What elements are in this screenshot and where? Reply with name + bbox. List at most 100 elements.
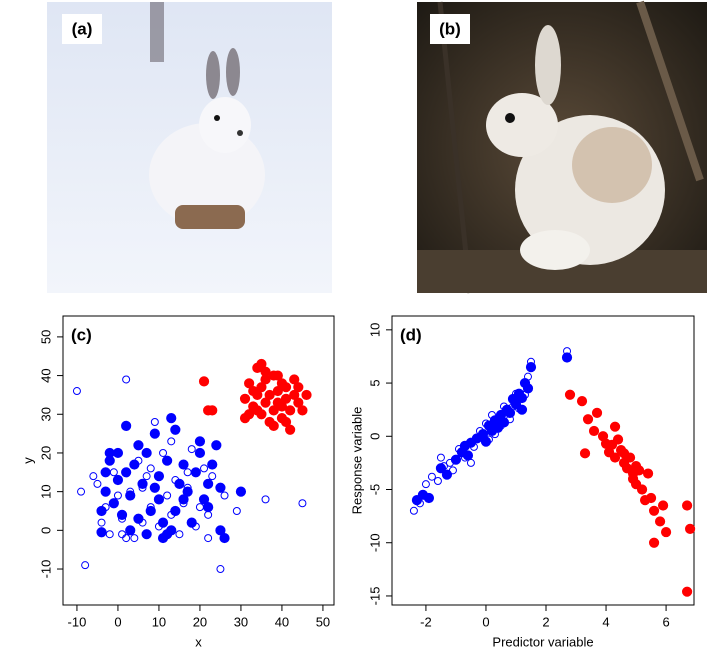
point [490,430,499,439]
x-axis-label: x [195,634,202,647]
point [244,409,255,420]
point [466,458,475,467]
point [163,491,172,500]
point [289,389,300,401]
point [591,407,603,418]
point [657,500,669,511]
point [421,480,430,489]
point [475,426,484,435]
point [459,440,471,451]
point [179,499,188,508]
point [203,478,214,490]
x-tick-label: 2 [542,614,549,629]
point [200,464,209,473]
point [171,476,180,485]
chart: -10 0 10 20 30 40 50 -10 0 10 20 30 40 50 x y (c) [20,315,335,647]
chart: -2 0 2 4 6 -15 -10 -5 0 5 10 Predictor variable Resp… [349,315,696,647]
panel-label: (b) [439,19,461,38]
point [195,503,204,512]
point [244,378,255,389]
point [285,424,296,435]
plot-frame [391,315,695,606]
point [130,534,139,543]
point [681,500,693,511]
point [508,402,517,411]
y-tick-label: -15 [367,587,382,606]
point [564,389,576,400]
point [563,347,572,356]
point [166,525,177,536]
point [280,382,292,393]
point [252,389,263,401]
point [183,483,192,492]
point [122,534,131,543]
point [146,503,155,512]
y-tick-label: 10 [367,323,382,337]
point [427,472,436,481]
point [121,467,132,478]
point [204,534,213,543]
point [208,472,217,481]
point [642,468,654,479]
point [175,530,184,539]
x-tick-label: 6 [662,614,669,629]
point [211,440,222,451]
point [215,482,226,493]
point [268,405,279,416]
point [105,530,114,539]
point [141,529,152,540]
photo-a: (a) [47,2,332,293]
point [77,487,86,496]
point [272,370,283,381]
x-tick-label: 4 [602,614,609,629]
x-tick-label: 40 [275,614,289,629]
point [633,465,645,476]
point [109,468,118,477]
point [101,503,110,512]
point [484,435,493,444]
point [681,586,693,597]
point [159,448,168,457]
point [183,468,192,477]
x-tick-label: 50 [316,614,330,629]
point [72,387,81,396]
x-tick-label: 30 [234,614,248,629]
panel-label: (d) [400,325,422,344]
plot-frame [62,315,335,606]
point [194,447,206,459]
y-tick-label: 40 [38,368,53,382]
point [252,405,263,416]
point [167,510,176,519]
point [260,397,271,408]
y-tick-label: -5 [367,484,382,496]
point [93,479,102,488]
point [627,473,639,484]
x-tick-label: -2 [420,614,432,629]
point [256,358,267,370]
point [448,466,457,475]
x-tick-label: -10 [68,614,87,629]
point [239,393,251,404]
x-tick-label: 0 [482,614,489,629]
point [108,498,119,509]
point [166,413,177,424]
point [112,447,124,459]
y-tick-label: 50 [38,330,53,344]
point [645,492,657,504]
point [154,522,163,531]
x-tick-label: 10 [152,614,166,629]
point [118,530,127,539]
x-tick-label: 20 [193,614,207,629]
y-tick-label: 20 [38,446,53,460]
point [232,506,241,515]
point [204,510,213,519]
point [272,385,283,397]
point [96,527,107,538]
point [285,405,296,416]
point [235,486,247,497]
point [280,416,292,428]
point [526,357,535,366]
point [149,428,160,439]
point [264,389,275,401]
point [579,448,591,459]
